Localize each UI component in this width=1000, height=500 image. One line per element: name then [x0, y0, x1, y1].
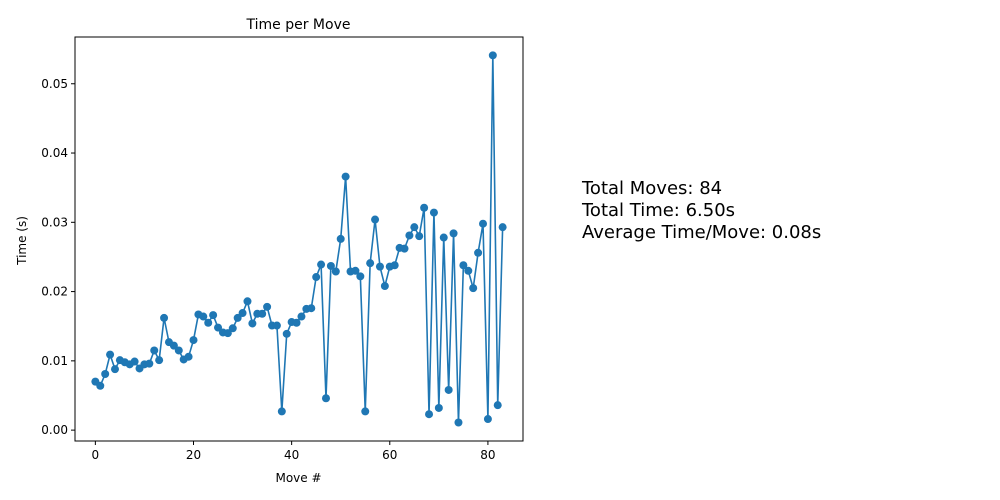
data-point: [415, 232, 424, 241]
data-point: [493, 401, 502, 410]
data-point: [189, 336, 198, 345]
data-point: [96, 381, 105, 390]
data-point: [420, 203, 429, 212]
x-tick-label: 40: [284, 448, 299, 462]
data-point: [263, 302, 272, 311]
data-point: [479, 219, 488, 228]
data-point: [375, 262, 384, 271]
data-point: [174, 346, 183, 355]
data-point: [150, 346, 159, 355]
average-time-text: Average Time/Move: 0.08s: [582, 222, 822, 243]
data-point: [400, 244, 409, 253]
data-point: [228, 324, 237, 333]
data-point: [243, 297, 252, 306]
data-point: [410, 223, 419, 232]
data-point: [356, 272, 365, 281]
data-point: [145, 359, 154, 368]
data-point: [258, 309, 267, 318]
data-point: [160, 313, 169, 322]
data-point: [199, 312, 208, 321]
y-tick-label: 0.05: [41, 77, 68, 91]
data-point: [248, 319, 257, 328]
data-point: [444, 385, 453, 394]
data-point: [233, 313, 242, 322]
data-point: [361, 407, 370, 416]
y-tick-label: 0.01: [41, 354, 68, 368]
y-tick-label: 0.00: [41, 423, 68, 437]
data-point: [390, 261, 399, 270]
data-point: [326, 261, 335, 270]
total-time-text: Total Time: 6.50s: [582, 200, 736, 221]
data-point: [307, 304, 316, 313]
data-point: [454, 418, 463, 427]
data-point: [459, 261, 468, 270]
data-point: [439, 233, 448, 242]
data-point: [474, 248, 483, 257]
chart-title: Time per Move: [246, 17, 351, 33]
data-point: [321, 394, 330, 403]
data-point: [336, 234, 345, 243]
y-tick-label: 0.02: [41, 285, 68, 299]
summary-stats: Total Moves: 84 Total Time: 6.50s Averag…: [582, 178, 821, 244]
data-point: [130, 357, 139, 366]
data-point: [101, 370, 110, 379]
data-point: [184, 352, 193, 361]
data-point: [155, 356, 164, 365]
data-point: [214, 323, 223, 332]
data-point: [238, 309, 247, 318]
data-point: [341, 172, 350, 181]
data-point: [429, 208, 438, 217]
data-point: [464, 266, 473, 275]
data-point: [488, 51, 497, 60]
x-tick-label: 20: [186, 448, 201, 462]
data-point: [272, 321, 281, 330]
data-point: [483, 415, 492, 424]
data-point: [292, 318, 301, 327]
data-point: [331, 267, 340, 276]
x-axis-label: Move #: [275, 471, 321, 485]
data-point: [498, 223, 507, 232]
axes-frame: [74, 36, 524, 442]
data-point: [204, 318, 213, 327]
y-tick-label: 0.03: [41, 215, 68, 229]
data-point: [297, 312, 306, 321]
y-axis-label: Time (s): [15, 216, 29, 266]
total-moves-text: Total Moves: 84: [582, 178, 723, 199]
data-point: [209, 311, 218, 320]
data-point: [405, 231, 414, 240]
plot-area: 0 20 40 60 80 0.00 0.01 0.02 0.03 0.04 0.05: [41, 36, 524, 462]
data-point: [223, 329, 232, 338]
data-point: [106, 350, 115, 359]
data-point: [366, 259, 375, 268]
data-point: [434, 403, 443, 412]
data-point: [277, 407, 286, 416]
data-point: [380, 282, 389, 291]
data-point: [351, 266, 360, 275]
data-point: [449, 229, 458, 238]
data-point: [312, 273, 321, 282]
data-point: [110, 365, 119, 374]
data-point: [371, 215, 380, 224]
x-tick-label: 0: [92, 448, 100, 462]
data-point: [469, 284, 478, 293]
data-point: [169, 341, 178, 350]
x-tick-label: 80: [480, 448, 495, 462]
data-point: [282, 329, 291, 338]
data-point: [317, 260, 326, 269]
data-point: [425, 410, 434, 419]
x-tick-label: 60: [382, 448, 397, 462]
y-tick-label: 0.04: [41, 146, 68, 160]
